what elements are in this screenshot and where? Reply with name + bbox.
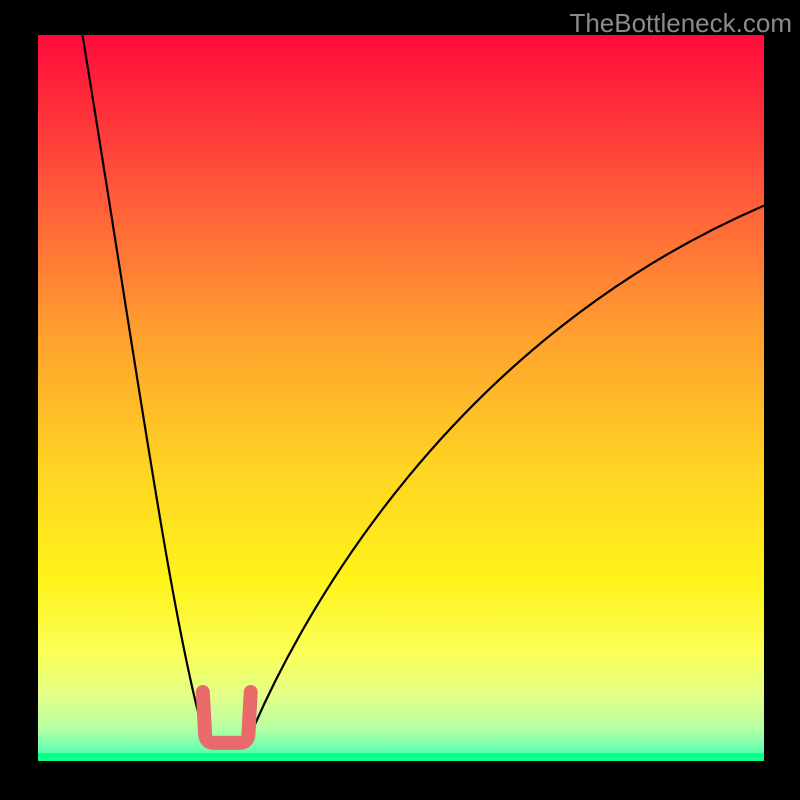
bottleneck-chart [38,35,764,761]
watermark-text: TheBottleneck.com [569,8,792,39]
gradient-background [38,35,764,761]
